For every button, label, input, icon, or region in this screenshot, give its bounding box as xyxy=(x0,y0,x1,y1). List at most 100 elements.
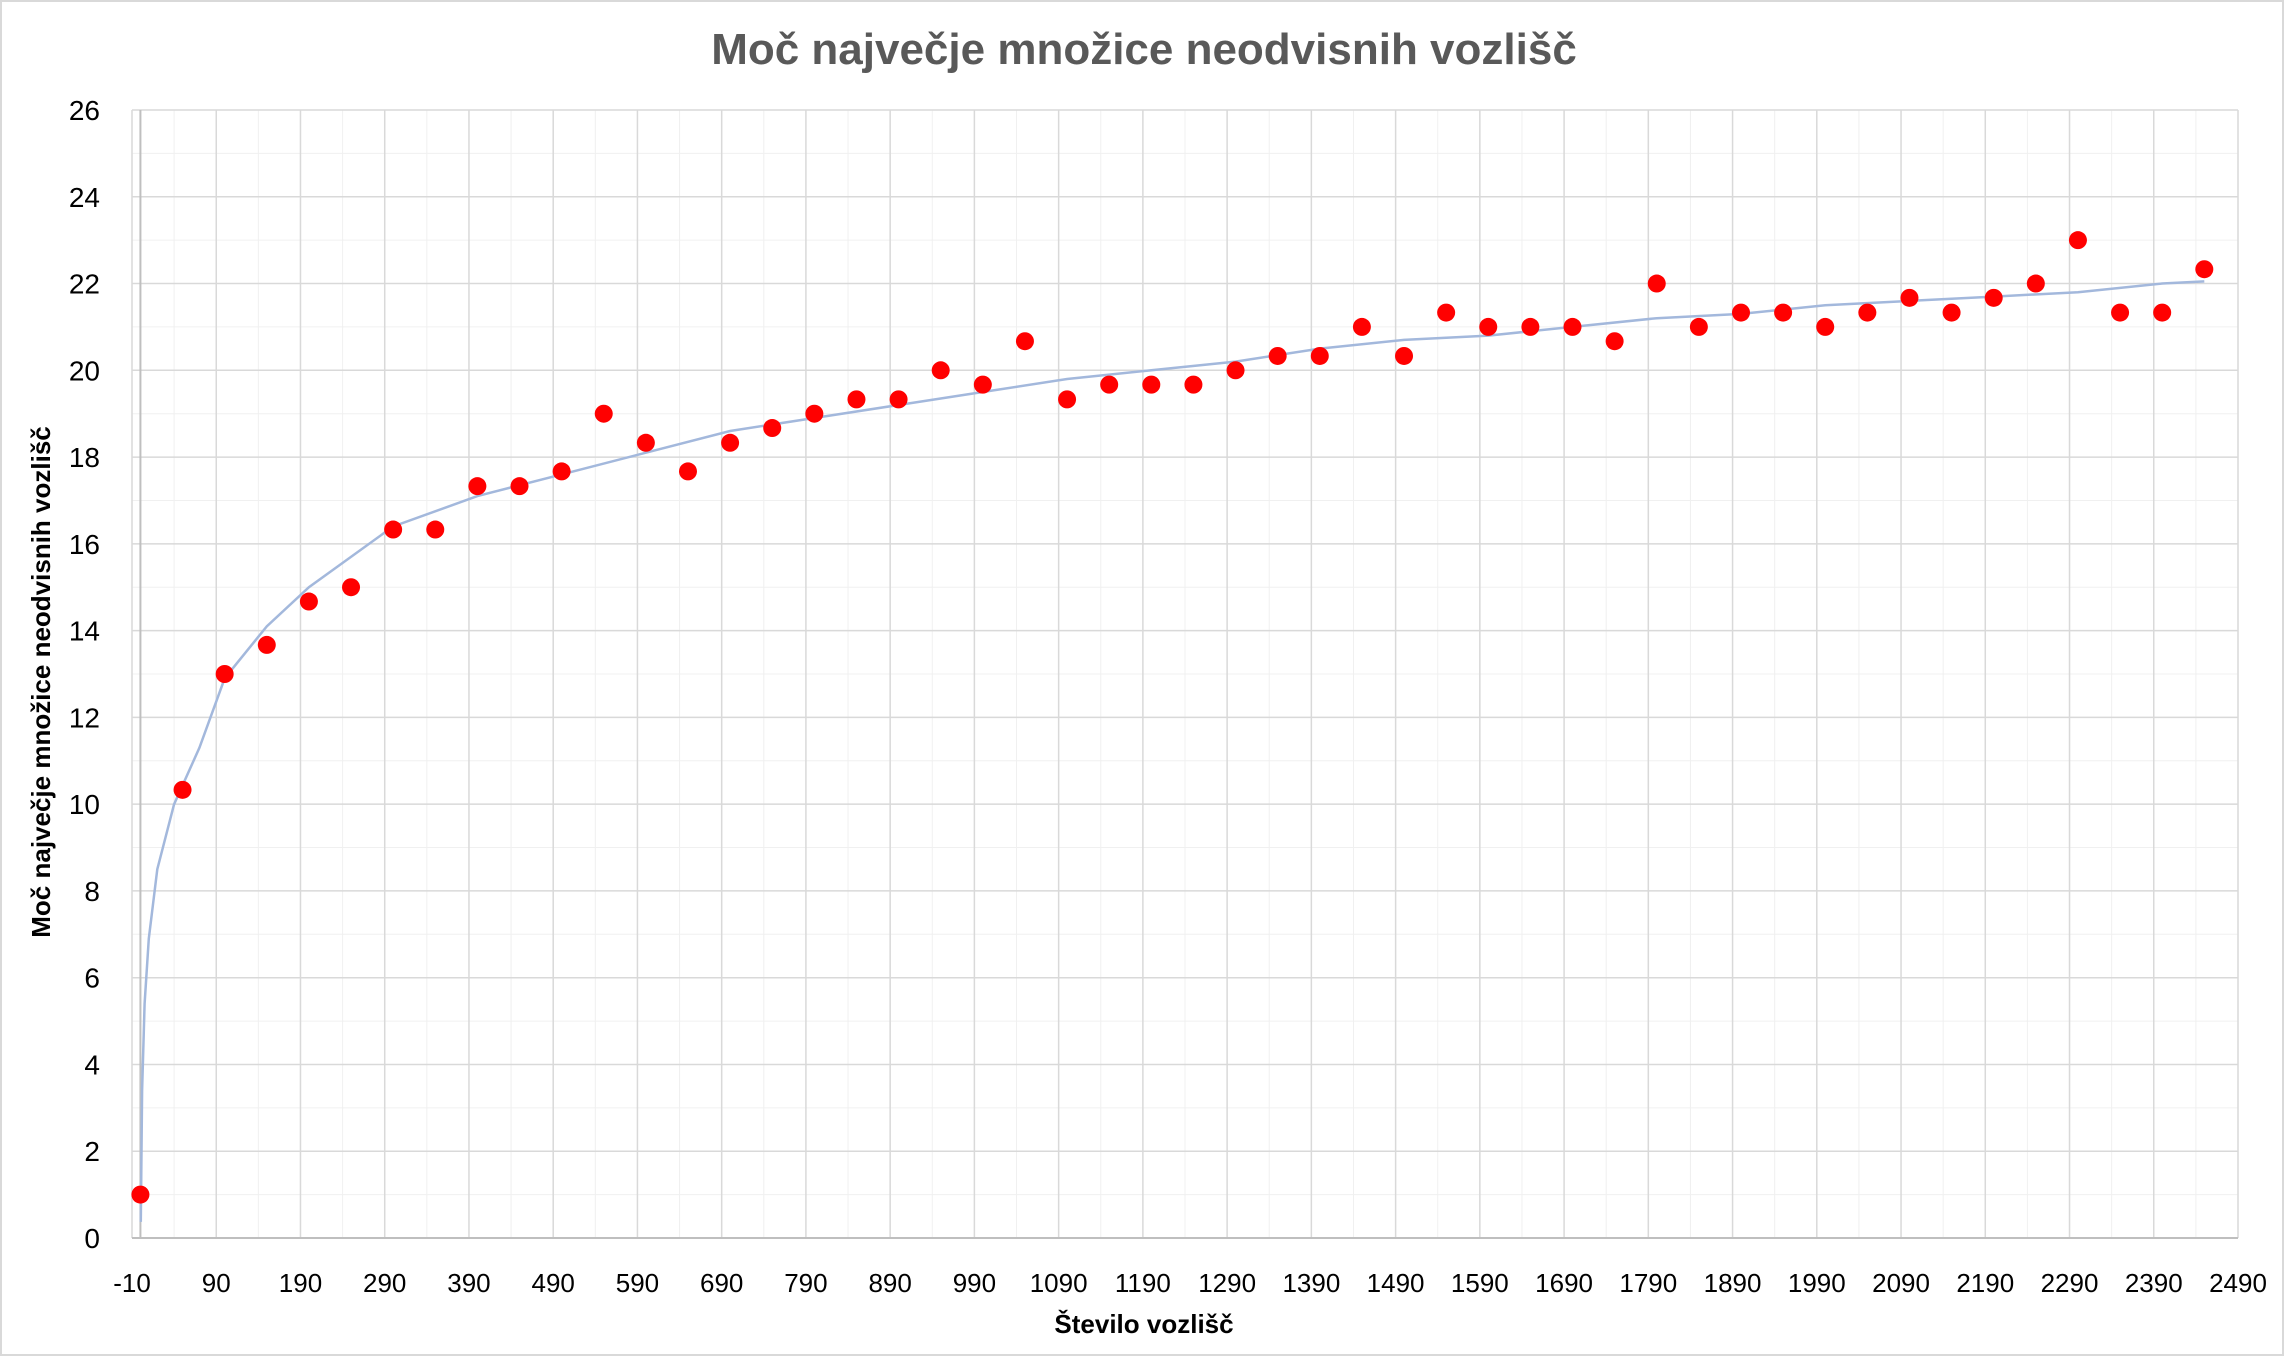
data-point xyxy=(552,462,571,481)
data-point xyxy=(1310,346,1329,365)
chart-title: Moč največje množice neodvisnih vozlišč xyxy=(711,25,1577,74)
data-point xyxy=(342,578,361,597)
y-tick-label: 0 xyxy=(84,1223,100,1254)
trendline-group xyxy=(139,280,2205,1222)
data-point xyxy=(1647,274,1666,293)
data-point xyxy=(1816,317,1835,336)
x-tick-label: 1490 xyxy=(1367,1268,1425,1298)
data-point xyxy=(1563,317,1582,336)
data-point xyxy=(1900,288,1919,307)
data-point xyxy=(805,404,824,423)
x-tick-label: 1090 xyxy=(1030,1268,1088,1298)
data-point xyxy=(1015,332,1034,351)
x-tick-label: 2090 xyxy=(1872,1268,1930,1298)
x-tick-label: 890 xyxy=(868,1268,911,1298)
minor-gridlines xyxy=(131,109,2239,1239)
data-point xyxy=(1942,303,1961,322)
x-tick-label: 190 xyxy=(279,1268,322,1298)
x-tick-label: 90 xyxy=(202,1268,231,1298)
data-point xyxy=(1352,317,1371,336)
data-point xyxy=(299,592,318,611)
data-point xyxy=(1142,375,1161,394)
data-point xyxy=(847,390,866,409)
data-point xyxy=(173,780,192,799)
data-point xyxy=(1226,361,1245,380)
x-tick-label: 1690 xyxy=(1535,1268,1593,1298)
data-point xyxy=(973,375,992,394)
data-point xyxy=(1984,288,2003,307)
data-point xyxy=(2026,274,2045,293)
data-point xyxy=(1100,375,1119,394)
data-point xyxy=(1268,346,1287,365)
data-point xyxy=(2111,303,2130,322)
data-point xyxy=(1858,303,1877,322)
x-tick-label: 390 xyxy=(447,1268,490,1298)
y-tick-label: 6 xyxy=(84,963,100,994)
x-tick-labels: -10 90 190 290 390 490 590 690 790 890 990 1090 1190… xyxy=(113,1268,2267,1298)
data-point xyxy=(763,419,782,438)
data-point xyxy=(1731,303,1750,322)
data-point xyxy=(2153,303,2172,322)
data-point xyxy=(1605,332,1624,351)
y-tick-label: 24 xyxy=(69,182,100,213)
y-tick-label: 26 xyxy=(69,95,100,126)
data-point xyxy=(1395,346,1414,365)
data-point xyxy=(1058,390,1077,409)
data-point xyxy=(889,390,908,409)
y-tick-label: 12 xyxy=(69,702,100,733)
x-tick-label: 1190 xyxy=(1115,1268,1171,1298)
x-tick-label: 1390 xyxy=(1282,1268,1340,1298)
x-tick-label: 490 xyxy=(532,1268,575,1298)
data-point xyxy=(2195,260,2214,279)
data-point xyxy=(257,635,276,654)
x-axis-title: Število vozlišč xyxy=(1054,1309,1233,1339)
y-tick-label: 4 xyxy=(84,1049,100,1080)
x-tick-label: 1790 xyxy=(1619,1268,1677,1298)
x-tick-label: 2390 xyxy=(2125,1268,2183,1298)
y-tick-label: 10 xyxy=(69,789,100,820)
data-point xyxy=(1437,303,1456,322)
data-point xyxy=(510,477,529,496)
y-tick-label: 16 xyxy=(69,529,100,560)
x-tick-label: 2490 xyxy=(2209,1268,2267,1298)
x-tick-label: 2190 xyxy=(1956,1268,2014,1298)
data-point xyxy=(215,665,234,683)
data-point xyxy=(1689,317,1708,336)
data-point xyxy=(1479,317,1498,336)
data-point xyxy=(2068,231,2087,250)
trendline xyxy=(139,280,2205,1222)
x-tick-label: -10 xyxy=(113,1268,151,1298)
axes xyxy=(132,110,2238,1239)
x-tick-label: 1290 xyxy=(1198,1268,1256,1298)
data-point xyxy=(426,520,445,539)
x-tick-label: 1590 xyxy=(1451,1268,1509,1298)
data-point xyxy=(721,433,740,452)
data-point xyxy=(678,462,697,481)
y-tick-label: 8 xyxy=(84,876,100,907)
y-tick-label: 18 xyxy=(69,442,100,473)
data-point xyxy=(594,404,613,423)
x-tick-label: 590 xyxy=(616,1268,659,1298)
data-point xyxy=(468,477,487,496)
y-tick-label: 22 xyxy=(69,269,100,300)
y-tick-label: 20 xyxy=(69,355,100,386)
data-point xyxy=(384,520,403,539)
data-point xyxy=(1521,317,1540,336)
data-points xyxy=(131,231,2214,1204)
y-axis-title: Moč največje množice neodvisnih vozlišč xyxy=(26,426,56,938)
y-tick-label: 2 xyxy=(84,1136,100,1167)
x-tick-label: 1990 xyxy=(1788,1268,1846,1298)
data-point xyxy=(131,1185,150,1204)
x-tick-label: 990 xyxy=(953,1268,996,1298)
x-tick-label: 690 xyxy=(700,1268,743,1298)
y-tick-label: 14 xyxy=(69,616,100,647)
x-tick-label: 1890 xyxy=(1704,1268,1762,1298)
data-point xyxy=(636,433,655,452)
x-tick-label: 290 xyxy=(363,1268,406,1298)
x-tick-label: 790 xyxy=(784,1268,827,1298)
data-point xyxy=(931,361,950,380)
x-tick-label: 2290 xyxy=(2041,1268,2099,1298)
data-point xyxy=(1774,303,1793,322)
